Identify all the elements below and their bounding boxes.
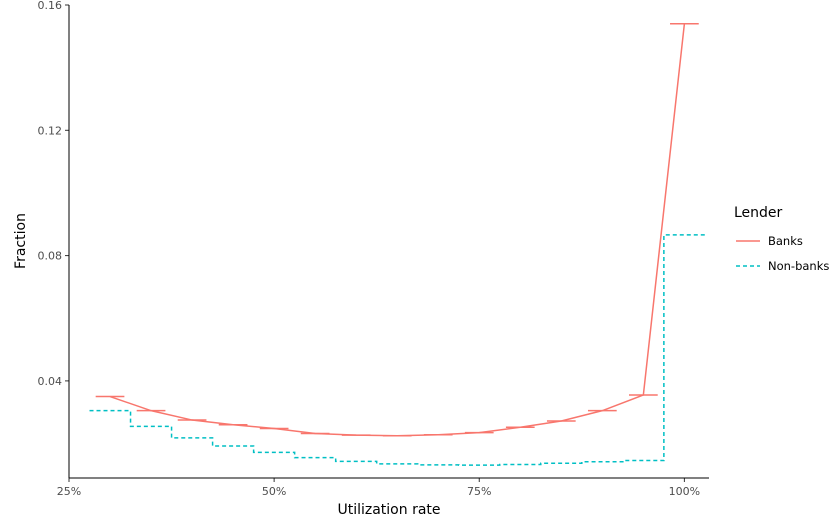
y-tick-label: 0.04 (38, 375, 63, 388)
y-tick-label: 0.12 (38, 124, 63, 137)
series-banks (95, 23, 699, 437)
series-line-banks (109, 23, 686, 437)
legend-item-non-banks: Non-banks (736, 259, 829, 273)
y-tick-label: 0.16 (38, 0, 63, 12)
legend-title: Lender (734, 205, 783, 221)
x-tick-label: 75% (467, 485, 491, 498)
x-tick-label: 25% (57, 485, 81, 498)
y-axis-title: Fraction (13, 213, 29, 269)
legend-label-non-banks: Non-banks (768, 259, 829, 273)
x-axis-ticks: 25% 50% 75% 100% (57, 478, 700, 498)
x-axis-title: Utilization rate (337, 502, 440, 518)
series-layer (89, 23, 705, 466)
x-tick-label: 50% (262, 485, 286, 498)
y-axis-ticks: 0.04 0.08 0.12 0.16 (38, 0, 69, 388)
y-tick-label: 0.08 (38, 250, 63, 263)
legend-label-banks: Banks (768, 234, 803, 248)
series-non-banks (89, 234, 705, 466)
legend: Lender Banks Non-banks (734, 205, 829, 273)
x-tick-label: 100% (669, 485, 700, 498)
legend-item-banks: Banks (736, 234, 803, 248)
series-line-non-banks (89, 234, 705, 466)
